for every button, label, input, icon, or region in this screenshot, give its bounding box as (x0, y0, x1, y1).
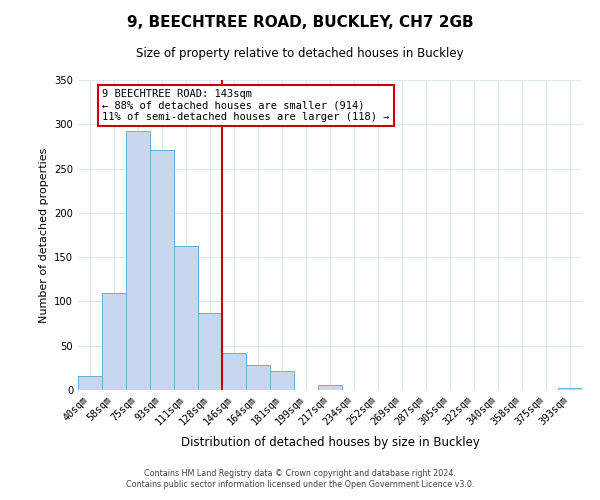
Text: Contains public sector information licensed under the Open Government Licence v3: Contains public sector information licen… (126, 480, 474, 489)
Bar (126, 132, 150, 390)
Bar (174, 246, 198, 390)
Bar (318, 384, 342, 390)
Text: 9, BEECHTREE ROAD, BUCKLEY, CH7 2GB: 9, BEECHTREE ROAD, BUCKLEY, CH7 2GB (127, 15, 473, 30)
Bar (246, 365, 270, 390)
Y-axis label: Number of detached properties: Number of detached properties (38, 148, 49, 322)
Text: Contains HM Land Registry data © Crown copyright and database right 2024.: Contains HM Land Registry data © Crown c… (144, 468, 456, 477)
Bar (102, 294, 126, 390)
Bar (150, 150, 174, 390)
Bar (78, 376, 102, 390)
Bar (270, 372, 294, 390)
Text: 9 BEECHTREE ROAD: 143sqm
← 88% of detached houses are smaller (914)
11% of semi-: 9 BEECHTREE ROAD: 143sqm ← 88% of detach… (102, 89, 389, 122)
Bar (558, 388, 582, 390)
Bar (198, 313, 222, 390)
Bar (222, 353, 246, 390)
X-axis label: Distribution of detached houses by size in Buckley: Distribution of detached houses by size … (181, 436, 479, 448)
Text: Size of property relative to detached houses in Buckley: Size of property relative to detached ho… (136, 48, 464, 60)
